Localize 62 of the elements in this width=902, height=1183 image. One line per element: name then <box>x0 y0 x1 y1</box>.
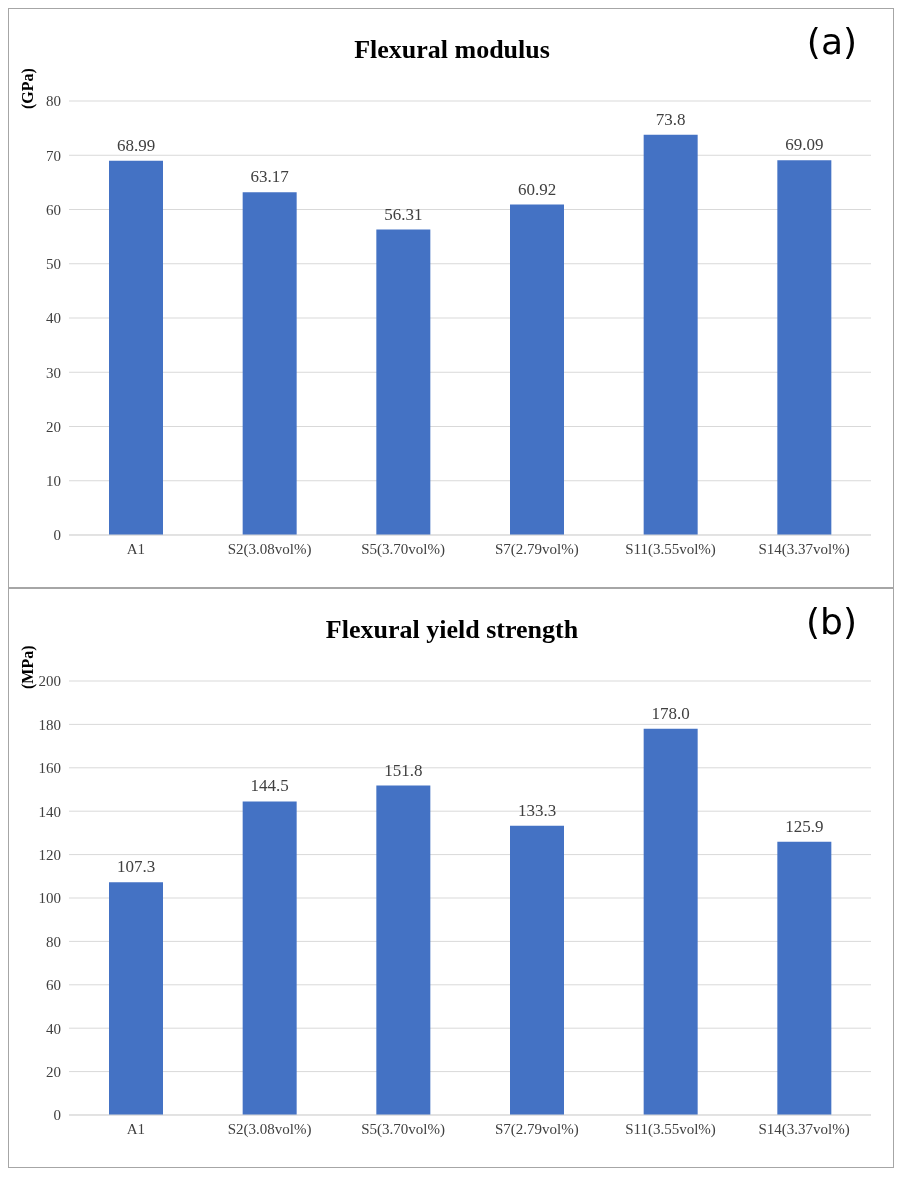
y-tick-label: 160 <box>38 760 61 777</box>
y-axis-title: (GPa) <box>19 68 37 109</box>
chart-title: Flexural modulus <box>354 35 550 64</box>
y-axis-title: (MPa) <box>19 645 37 689</box>
x-tick-label: A1 <box>126 540 146 557</box>
data-label: 125.9 <box>785 816 824 836</box>
y-tick-label: 180 <box>38 716 61 733</box>
x-tick-label: S11(3.55vol%) <box>625 1120 716 1138</box>
x-tick-label: A1 <box>126 1120 146 1137</box>
y-tick-label: 140 <box>38 803 61 820</box>
data-label: 107.3 <box>116 857 156 877</box>
bar <box>643 728 698 1115</box>
bar <box>510 204 564 535</box>
data-label: 56.31 <box>384 204 423 224</box>
y-tick-label: 0 <box>53 1107 61 1124</box>
chart-title: Flexural yield strength <box>325 615 579 644</box>
bar <box>777 160 832 535</box>
bar <box>376 229 431 535</box>
x-tick-label: S7(2.79vol%) <box>494 540 579 558</box>
data-label: 133.3 <box>517 800 557 820</box>
bar <box>643 134 698 535</box>
y-tick-label: 80 <box>46 933 61 950</box>
y-tick-label: 20 <box>46 418 61 435</box>
x-tick-label: S11(3.55vol%) <box>625 540 716 558</box>
data-label: 68.99 <box>116 135 156 155</box>
bar <box>109 160 163 535</box>
data-label: 69.09 <box>785 135 824 155</box>
bar <box>777 841 832 1115</box>
data-label: 60.92 <box>517 179 557 199</box>
x-tick-label: S5(3.70vol%) <box>361 540 446 558</box>
bar <box>242 192 297 535</box>
y-tick-label: 50 <box>46 256 61 273</box>
text: (b) <box>806 601 857 642</box>
y-tick-label: 40 <box>46 1020 61 1037</box>
y-tick-label: 100 <box>38 890 61 907</box>
data-label: 178.0 <box>651 703 690 723</box>
x-tick-label: S14(3.37vol%) <box>758 540 850 558</box>
y-tick-label: 70 <box>46 147 61 164</box>
y-tick-label: 20 <box>46 1063 61 1080</box>
x-tick-label: S7(2.79vol%) <box>494 1120 579 1138</box>
y-tick-label: 40 <box>46 310 61 327</box>
y-tick-label: 60 <box>46 977 61 994</box>
x-tick-label: S2(3.08vol%) <box>227 540 312 558</box>
data-label: 151.8 <box>384 760 423 780</box>
bar <box>242 801 297 1115</box>
bar <box>376 785 431 1115</box>
y-tick-label: 30 <box>46 364 61 381</box>
y-tick-label: 80 <box>46 93 61 110</box>
y-tick-label: 0 <box>53 527 61 544</box>
data-label: 63.17 <box>250 167 290 187</box>
x-tick-label: S14(3.37vol%) <box>758 1120 850 1138</box>
text: (a) <box>806 21 857 62</box>
data-label: 144.5 <box>250 776 289 796</box>
x-tick-label: S5(3.70vol%) <box>361 1120 446 1138</box>
bar <box>510 825 564 1115</box>
y-tick-label: 120 <box>38 846 61 863</box>
y-tick-label: 200 <box>38 673 61 690</box>
bar <box>109 882 163 1115</box>
x-tick-label: S2(3.08vol%) <box>227 1120 312 1138</box>
y-tick-label: 60 <box>46 201 61 218</box>
data-label: 73.8 <box>655 109 686 129</box>
y-tick-label: 10 <box>46 473 61 490</box>
